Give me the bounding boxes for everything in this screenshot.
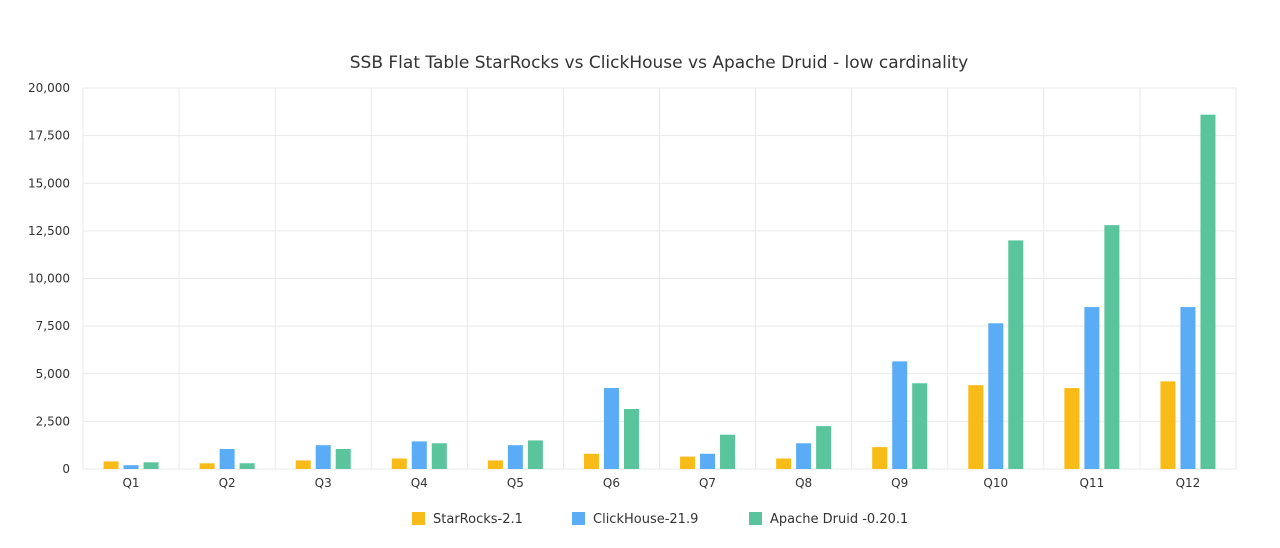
legend-label: ClickHouse-21.9 xyxy=(593,512,698,527)
bar xyxy=(295,460,311,469)
x-tick-label: Q9 xyxy=(891,476,908,490)
bar xyxy=(720,434,736,469)
y-tick-label: 17,500 xyxy=(28,129,70,143)
bar xyxy=(816,426,832,469)
x-tick-label: Q4 xyxy=(411,476,428,490)
bar xyxy=(988,323,1004,469)
bar xyxy=(583,453,599,469)
legend-label: StarRocks-2.1 xyxy=(433,512,523,527)
bar xyxy=(1160,381,1176,469)
legend: StarRocks-2.1 ClickHouse-21.9 Apache Druid… xyxy=(412,512,908,527)
bar xyxy=(507,445,523,469)
bars xyxy=(103,114,1216,470)
bar xyxy=(680,456,696,469)
bar xyxy=(143,462,159,469)
y-tick-label: 7,500 xyxy=(36,319,70,333)
bar xyxy=(892,361,908,469)
bar xyxy=(700,453,716,469)
bar xyxy=(335,448,351,469)
x-axis: Q1 Q2 Q3 Q4 Q5 Q6 Q7 Q8 Q9 Q10 Q11 Q12 xyxy=(122,476,1200,490)
bar xyxy=(123,465,139,469)
bar xyxy=(315,445,331,469)
y-tick-label: 2,500 xyxy=(36,414,70,428)
bar xyxy=(411,441,427,469)
x-tick-label: Q2 xyxy=(219,476,236,490)
bar xyxy=(1008,240,1024,469)
x-tick-label: Q5 xyxy=(507,476,524,490)
x-tick-label: Q1 xyxy=(122,476,139,490)
bar xyxy=(796,443,812,469)
bar xyxy=(1104,225,1120,469)
legend-swatch xyxy=(412,512,425,525)
bar xyxy=(199,463,215,469)
x-tick-label: Q3 xyxy=(315,476,332,490)
bar xyxy=(776,458,792,469)
x-tick-label: Q7 xyxy=(699,476,716,490)
bar xyxy=(219,448,235,469)
x-tick-label: Q10 xyxy=(983,476,1008,490)
y-tick-label: 15,000 xyxy=(28,176,70,190)
legend-swatch xyxy=(749,512,762,525)
bar xyxy=(1180,307,1196,469)
y-tick-label: 12,500 xyxy=(28,224,70,238)
bar xyxy=(239,463,255,469)
x-tick-label: Q8 xyxy=(795,476,812,490)
x-tick-label: Q12 xyxy=(1176,476,1201,490)
bar xyxy=(912,383,928,469)
y-tick-label: 10,000 xyxy=(28,272,70,286)
bar xyxy=(968,385,984,469)
y-tick-label: 5,000 xyxy=(36,367,70,381)
y-axis: 0 2,500 5,000 7,500 10,000 12,500 15,000 17,500… xyxy=(28,81,70,476)
bar xyxy=(1084,307,1100,469)
y-tick-label: 0 xyxy=(62,462,70,476)
legend-label: Apache Druid -0.20.1 xyxy=(770,512,908,527)
y-tick-label: 20,000 xyxy=(28,81,70,95)
bar xyxy=(431,443,447,469)
bar xyxy=(487,460,503,469)
chart-title: SSB Flat Table StarRocks vs ClickHouse v… xyxy=(350,53,969,73)
x-tick-label: Q6 xyxy=(603,476,620,490)
bar xyxy=(603,388,619,469)
bar xyxy=(872,447,888,469)
bar xyxy=(623,408,639,469)
legend-swatch xyxy=(572,512,585,525)
x-tick-label: Q11 xyxy=(1080,476,1105,490)
grid xyxy=(82,87,1237,470)
bar xyxy=(527,440,543,469)
bar xyxy=(1064,388,1080,469)
bar xyxy=(391,458,407,469)
bar xyxy=(103,461,119,469)
bar xyxy=(1200,114,1216,470)
